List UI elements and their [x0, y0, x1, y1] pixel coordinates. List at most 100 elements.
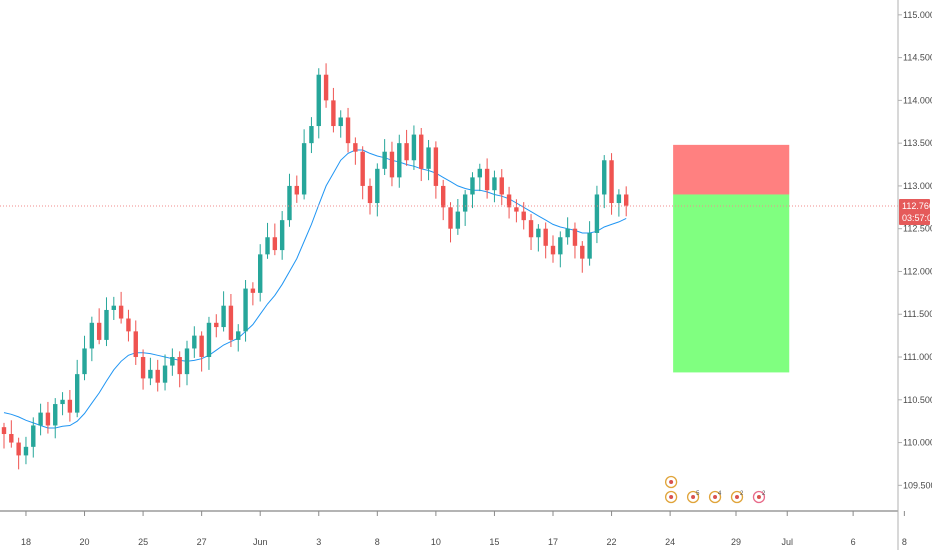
- candle-body: [9, 434, 14, 443]
- price-tick-label: 111.000: [903, 352, 932, 362]
- time-tick-label: Jun: [253, 537, 268, 547]
- candle: [594, 185, 600, 244]
- candle: [441, 179, 446, 221]
- candle: [521, 202, 526, 230]
- candle: [536, 224, 541, 252]
- candle: [580, 241, 585, 273]
- candle: [89, 316, 95, 362]
- candle-body: [31, 425, 36, 447]
- candle: [250, 282, 256, 306]
- event-marker[interactable]: [664, 490, 678, 504]
- candle: [499, 169, 504, 206]
- event-marker[interactable]: 2: [730, 490, 745, 504]
- candle: [448, 202, 453, 243]
- candle: [228, 293, 234, 348]
- current-price-tag: 112.766 03:57:02: [899, 198, 932, 225]
- candle-body: [331, 100, 336, 127]
- candle: [404, 129, 409, 166]
- candle: [177, 351, 182, 388]
- candle: [31, 417, 36, 458]
- price-tick-label: 112.000: [903, 266, 932, 276]
- candle: [375, 163, 380, 217]
- candle-body: [558, 237, 563, 255]
- candle-body: [272, 237, 278, 251]
- price-tick-label: 111.500: [903, 309, 932, 319]
- candle-body: [140, 357, 146, 379]
- candle-body: [23, 446, 29, 456]
- price-tick-label: 112.500: [903, 224, 932, 234]
- candle: [331, 87, 336, 133]
- candle: [602, 155, 607, 209]
- candle-body: [75, 374, 80, 413]
- candle-body: [565, 228, 570, 238]
- candle-body: [389, 151, 395, 178]
- candle: [316, 68, 321, 139]
- time-tick-label: 3: [316, 537, 321, 547]
- event-dot: [713, 495, 718, 499]
- candle: [23, 436, 29, 465]
- event-count: 5: [696, 491, 700, 497]
- event-marker[interactable]: 4: [708, 490, 723, 504]
- time-tick-label: 22: [607, 537, 617, 547]
- candle: [53, 398, 58, 439]
- candle: [38, 403, 43, 436]
- event-markers[interactable]: 5 4 2 2: [664, 475, 766, 504]
- candle-body: [316, 74, 321, 127]
- candle: [126, 309, 131, 342]
- candle-body: [455, 211, 461, 229]
- candle-body: [60, 399, 65, 405]
- event-marker[interactable]: 2: [752, 490, 766, 504]
- candle-body: [265, 237, 270, 255]
- candle-body: [67, 399, 73, 413]
- event-marker[interactable]: 5: [686, 490, 701, 504]
- candle-body: [448, 207, 453, 229]
- candle-body: [550, 245, 556, 255]
- candle-body: [111, 305, 116, 310]
- candle: [455, 198, 461, 235]
- candle-body: [375, 168, 380, 204]
- candle: [426, 139, 431, 181]
- candle-body: [528, 220, 534, 238]
- candle: [624, 186, 629, 217]
- candle-body: [594, 194, 600, 233]
- candle-body: [148, 369, 153, 379]
- candle-body: [419, 134, 424, 169]
- candle-body: [367, 185, 373, 204]
- candle: [170, 348, 175, 376]
- candle-body: [572, 228, 578, 246]
- event-dot: [669, 495, 674, 499]
- candle: [236, 324, 241, 352]
- candle: [162, 354, 168, 391]
- candle: [587, 221, 592, 266]
- candle: [389, 141, 395, 187]
- candle-body: [426, 147, 431, 169]
- candle: [294, 175, 299, 203]
- candle-body: [470, 177, 475, 195]
- candle: [265, 222, 270, 259]
- time-tick-label: 27: [197, 537, 207, 547]
- candle: [470, 172, 475, 209]
- price-tick-label: 110.500: [903, 395, 932, 405]
- candle: [543, 222, 548, 259]
- candle-body: [221, 305, 226, 328]
- event-dot: [735, 495, 739, 499]
- time-tick-label: 6: [851, 537, 856, 547]
- candle: [67, 389, 73, 422]
- candle-body: [192, 335, 197, 349]
- candle: [558, 231, 563, 268]
- candle-body: [514, 207, 519, 212]
- candle: [9, 420, 14, 448]
- candle-body: [345, 117, 351, 144]
- candle-body: [543, 228, 548, 246]
- candle: [550, 235, 556, 263]
- event-marker[interactable]: [664, 475, 678, 489]
- candle-body: [323, 74, 329, 101]
- candle: [345, 107, 351, 153]
- candle: [96, 308, 102, 345]
- candle-body: [484, 168, 490, 191]
- time-tick-label: 25: [138, 537, 148, 547]
- candle-body: [521, 211, 526, 221]
- ma-line: [3, 149, 627, 429]
- candle: [419, 128, 424, 182]
